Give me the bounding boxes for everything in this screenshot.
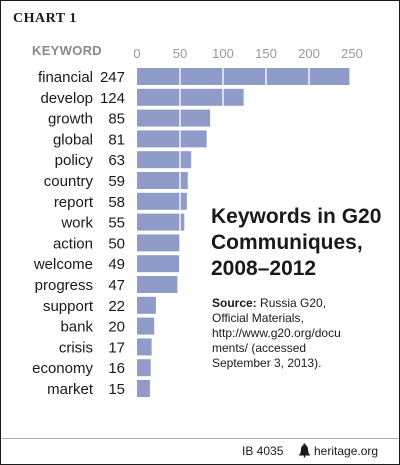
keyword-label: support <box>43 298 94 315</box>
issue-brief-code: IB 4035 <box>242 444 284 458</box>
keyword-count: 47 <box>108 277 125 294</box>
liberty-bell-icon <box>298 443 311 458</box>
keyword-count: 81 <box>108 131 125 148</box>
bar-market <box>137 380 150 397</box>
site-name: heritage.org <box>314 444 379 458</box>
keyword-label: market <box>47 381 94 398</box>
source-label: Source: <box>212 296 257 310</box>
keyword-count: 15 <box>108 381 125 398</box>
keyword-count: 49 <box>108 256 125 273</box>
x-tick-label: 50 <box>173 46 187 61</box>
keyword-label: global <box>53 131 93 148</box>
keyword-count: 124 <box>100 90 125 107</box>
x-tick-label: 100 <box>212 46 234 61</box>
keyword-label: work <box>60 215 93 232</box>
footer: IB 4035 heritage.org <box>1 438 399 465</box>
keyword-label: bank <box>60 319 93 336</box>
x-tick-label: 200 <box>298 46 320 61</box>
bar-report <box>137 192 187 210</box>
bar-global <box>137 130 207 148</box>
x-tick-label: 0 <box>133 46 140 61</box>
source-line: ments/ (accessed <box>212 341 307 355</box>
keyword-label: crisis <box>59 339 93 356</box>
keyword-count: 22 <box>108 298 125 315</box>
chart-label: CHART 1 <box>13 11 77 26</box>
bar-work <box>137 213 185 231</box>
bar-economy <box>137 359 151 377</box>
column-header: KEYWORD <box>32 43 102 58</box>
title-line: Keywords in G20 <box>211 205 382 228</box>
keyword-label: financial <box>38 69 93 86</box>
bar-progress <box>137 276 178 293</box>
bars <box>137 68 350 397</box>
x-tick-label: 250 <box>341 46 363 61</box>
bar-crisis <box>137 338 152 356</box>
x-tick-label: 150 <box>255 46 277 61</box>
source-line: http://www.g20.org/docu <box>212 326 341 340</box>
keyword-count: 55 <box>108 215 125 232</box>
keyword-count: 20 <box>108 319 125 336</box>
bar-develop <box>137 88 244 106</box>
keyword-count: 59 <box>108 173 125 190</box>
source-line: September 3, 2013). <box>212 356 322 370</box>
bar-welcome <box>137 255 180 273</box>
category-labels: financial 247 develop 124 growth 85 global 81 po… <box>32 69 125 398</box>
keyword-label: growth <box>48 111 93 128</box>
bar-country <box>137 172 188 189</box>
keyword-label: develop <box>40 90 93 107</box>
source-line: Russia G20, <box>260 296 327 310</box>
bar-policy <box>137 151 192 169</box>
keyword-label: progress <box>35 277 93 294</box>
gridlines <box>179 66 310 399</box>
source-note: Source: Russia G20, Official Materials, … <box>212 296 392 371</box>
title-line: 2008–2012 <box>211 257 317 280</box>
bar-financial <box>137 68 350 85</box>
bar-support <box>137 296 156 314</box>
keyword-label: policy <box>55 152 94 169</box>
keyword-count: 50 <box>108 235 125 252</box>
bar-growth <box>137 109 211 127</box>
bar-chart: 0 50 100 150 200 250 financial 247 develop 124 gr… <box>32 46 363 399</box>
keyword-label: action <box>53 235 93 252</box>
keyword-label: welcome <box>33 256 93 273</box>
keyword-count: 58 <box>108 194 125 211</box>
title-line: Communiques, <box>211 231 363 254</box>
x-axis-ticks: 0 50 100 150 200 250 <box>133 46 362 61</box>
keyword-count: 247 <box>100 69 125 86</box>
keyword-count: 63 <box>108 152 125 169</box>
chart-title: Keywords in G20 Communiques, 2008–2012 <box>211 204 391 282</box>
keyword-label: report <box>54 194 94 211</box>
keyword-count: 85 <box>108 111 125 128</box>
bar-bank <box>137 317 155 335</box>
keyword-label: country <box>44 173 94 190</box>
keyword-count: 16 <box>108 360 125 377</box>
bar-action <box>137 234 180 252</box>
keyword-count: 17 <box>108 339 125 356</box>
keyword-label: economy <box>32 360 93 377</box>
source-line: Official Materials, <box>212 311 304 325</box>
